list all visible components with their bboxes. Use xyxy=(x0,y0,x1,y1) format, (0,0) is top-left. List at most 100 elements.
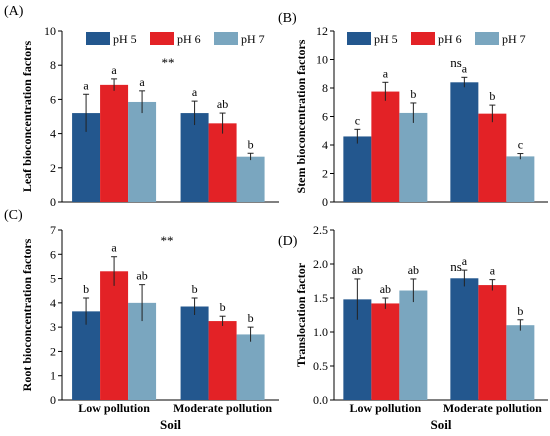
legend-entry: pH 5 xyxy=(374,32,398,46)
bar xyxy=(399,112,428,202)
significance-letter: a xyxy=(139,75,145,89)
y-tick-label: 6 xyxy=(50,92,56,106)
significance-letter: a xyxy=(192,85,198,99)
bar xyxy=(236,156,265,202)
y-axis-label: Leaf bioconcentration factors xyxy=(20,41,34,193)
legend-entry: pH 7 xyxy=(241,32,265,46)
legend: pH 5 pH 6 pH 7 xyxy=(347,32,526,46)
significance-letter: c xyxy=(518,138,523,152)
bar xyxy=(208,123,237,202)
bar xyxy=(180,306,209,400)
chart-panel-2: 0 2 4 6 8 10 12 Stem bioconcentration factors (B… xyxy=(278,11,548,209)
legend-swatch xyxy=(214,32,238,45)
bar xyxy=(371,303,400,400)
significance-letter: b xyxy=(220,300,226,314)
significance-letter: a xyxy=(111,241,117,255)
bar xyxy=(100,271,129,400)
y-tick-label: 0 xyxy=(50,195,56,209)
significance-letter: ab xyxy=(352,263,363,277)
x-category-label: Moderate pollution xyxy=(443,401,542,415)
y-tick-label: 1.0 xyxy=(313,325,328,339)
legend-swatch xyxy=(150,32,174,45)
y-tick-label: 12 xyxy=(316,24,328,38)
y-axis-label: Root bioconcentration factors xyxy=(20,238,34,391)
significance-letter: b xyxy=(517,304,523,318)
bar xyxy=(208,321,237,400)
y-axis-label: Translocation factor xyxy=(294,262,308,367)
y-tick-label: 2 xyxy=(50,344,56,358)
legend-entry: pH 6 xyxy=(438,32,462,46)
significance-annotation: ns xyxy=(450,55,462,70)
y-tick-label: 0.0 xyxy=(313,393,328,407)
y-tick-label: 4 xyxy=(322,138,328,152)
significance-letter: b xyxy=(248,311,254,325)
legend-entry: pH 7 xyxy=(502,32,526,46)
y-tick-label: 6 xyxy=(50,247,56,261)
y-tick-label: 2 xyxy=(322,167,328,181)
y-tick-label: 4 xyxy=(50,127,56,141)
bar xyxy=(450,82,479,202)
bar xyxy=(236,334,265,400)
y-tick-label: 3 xyxy=(50,320,56,334)
legend-entry: pH 5 xyxy=(113,32,137,46)
significance-letter: c xyxy=(355,113,360,127)
significance-letter: b xyxy=(192,282,198,296)
x-category-label: Moderate pollution xyxy=(173,401,272,415)
legend-entry: pH 6 xyxy=(177,32,201,46)
y-axis-label: Stem bioconcentration factors xyxy=(294,39,308,193)
bar xyxy=(506,156,535,202)
significance-annotation: ns xyxy=(450,259,462,274)
bar xyxy=(450,278,479,400)
y-tick-label: 4 xyxy=(50,296,56,310)
significance-letter: a xyxy=(462,61,468,75)
significance-letter: b xyxy=(410,87,416,101)
legend-swatch xyxy=(475,32,499,45)
y-tick-label: 10 xyxy=(316,53,328,67)
y-tick-label: 5 xyxy=(50,272,56,286)
bar xyxy=(100,84,129,202)
x-axis-label: Soil xyxy=(431,417,452,432)
x-axis-label: Soil xyxy=(160,417,181,432)
y-tick-label: 8 xyxy=(50,58,56,72)
bar xyxy=(478,113,507,202)
y-tick-label: 7 xyxy=(50,223,56,237)
y-tick-label: 2 xyxy=(50,161,56,175)
y-tick-label: 0 xyxy=(50,393,56,407)
significance-letter: a xyxy=(462,254,468,268)
panel-label: (B) xyxy=(278,11,297,26)
significance-letter: ab xyxy=(408,263,419,277)
legend: pH 5 pH 6 pH 7 xyxy=(86,32,265,46)
y-tick-label: 2.5 xyxy=(313,223,328,237)
bar xyxy=(506,325,535,400)
legend-swatch xyxy=(347,32,371,45)
significance-letter: a xyxy=(83,78,89,92)
chart-panel-4: 0.0 0.5 1.0 1.5 2.0 2.5 Translocation factor (D… xyxy=(278,223,548,432)
y-tick-label: 0.5 xyxy=(313,359,328,373)
significance-letter: ab xyxy=(217,97,228,111)
y-tick-label: 1.5 xyxy=(313,291,328,305)
panel-label: (D) xyxy=(278,234,298,249)
significance-letter: ab xyxy=(380,282,391,296)
y-tick-label: 2.0 xyxy=(313,257,328,271)
bar xyxy=(128,101,157,202)
bar xyxy=(371,91,400,202)
x-category-label: Low pollution xyxy=(350,401,422,415)
y-tick-label: 0 xyxy=(322,195,328,209)
significance-letter: a xyxy=(490,264,496,278)
significance-letter: a xyxy=(111,63,117,77)
significance-annotation: ** xyxy=(162,55,175,70)
significance-letter: b xyxy=(248,137,254,151)
bar xyxy=(478,285,507,400)
legend-swatch xyxy=(411,32,435,45)
legend-swatch xyxy=(86,32,110,45)
significance-annotation: ** xyxy=(161,233,174,248)
bar xyxy=(399,290,428,400)
significance-letter: b xyxy=(83,282,89,296)
significance-letter: a xyxy=(383,66,389,80)
bar xyxy=(180,113,209,202)
y-tick-label: 1 xyxy=(50,369,56,383)
bar xyxy=(343,136,372,202)
panel-label: (A) xyxy=(4,4,24,19)
chart-panel-3: 0 1 2 3 4 5 6 7 Root bioconcentration factors (C)… xyxy=(4,208,279,432)
